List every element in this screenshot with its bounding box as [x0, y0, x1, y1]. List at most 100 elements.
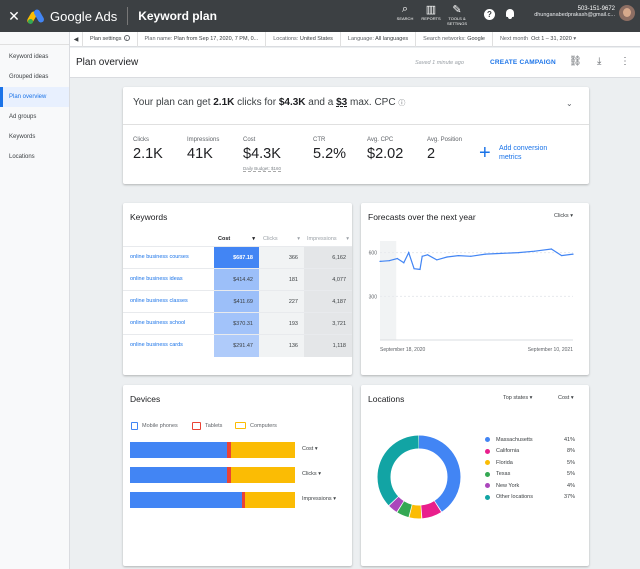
- reports-button[interactable]: ▥ REPORTS: [418, 3, 444, 26]
- column-header-impressions[interactable]: Impressions ▾: [304, 232, 352, 246]
- keyword-link[interactable]: online business ideas: [130, 276, 183, 282]
- column-header-cost[interactable]: Cost ▾: [214, 232, 259, 246]
- locations-setting[interactable]: Locations: United States: [265, 31, 340, 47]
- sidebar-item-keyword-ideas[interactable]: Keyword ideas: [9, 54, 49, 60]
- max-cpc-value[interactable]: $3: [336, 97, 348, 108]
- x-tick-label-start: September 18, 2020: [380, 347, 426, 353]
- wrench-icon: ✎: [452, 4, 462, 16]
- impressions-cell: 1,118: [304, 335, 352, 357]
- google-ads-logo-icon: [26, 8, 46, 25]
- donut-slice-massachusetts[interactable]: [377, 435, 461, 519]
- chevron-down-icon: ▾: [333, 496, 336, 502]
- location-name: California: [496, 448, 520, 455]
- plan-settings-button[interactable]: Plan settings i: [82, 31, 137, 47]
- account-phone: 503-151-9672: [577, 6, 615, 12]
- info-icon[interactable]: ⓘ: [398, 100, 406, 107]
- donut-slice-other-locations[interactable]: [377, 435, 461, 519]
- forecast-point: [534, 250, 536, 252]
- location-name: Other locations: [496, 494, 533, 501]
- create-campaign-button[interactable]: CREATE CAMPAIGN: [490, 59, 556, 66]
- date-range-setting[interactable]: Next month Oct 1 – 31, 2020 ▾: [491, 31, 583, 47]
- sidebar-item-keywords[interactable]: Keywords: [9, 134, 36, 140]
- forecast-point: [396, 257, 398, 260]
- top-bar: ✕ Google Ads Keyword plan ⌕ SEARCH ▥ REP…: [0, 0, 640, 32]
- tools-settings-button[interactable]: ✎ TOOLS & SETTINGS: [444, 3, 470, 26]
- impressions-cell: 4,077: [304, 269, 352, 291]
- bar-segment-computers: [245, 492, 295, 508]
- cost-cell: $291.47: [214, 335, 259, 357]
- devices-card: Devices Mobile phones Tablets Computers …: [123, 385, 352, 566]
- daily-budget[interactable]: Daily Budget: $160: [243, 166, 282, 172]
- clicks-cell: 193: [259, 313, 304, 335]
- summary-card: Your plan can get 2.1K clicks for $4.3K …: [123, 87, 589, 184]
- sidebar-item-ad-groups[interactable]: Ad groups: [9, 114, 37, 120]
- account-email: dhunganabedprakash@gmail.c...: [534, 12, 615, 18]
- account-info[interactable]: 503-151-9672 dhunganabedprakash@gmail.c.…: [525, 6, 615, 18]
- location-percent: 5%: [567, 471, 575, 478]
- forecast-point: [388, 260, 390, 262]
- table-row[interactable]: online business classes $411.69 227 4,187: [123, 290, 352, 313]
- plus-icon: +: [479, 142, 491, 164]
- device-metric-dropdown[interactable]: Cost ▾: [302, 446, 318, 452]
- product-name: Google Ads: [50, 8, 118, 24]
- search-button[interactable]: ⌕ SEARCH: [392, 3, 418, 26]
- table-row[interactable]: online business cards $291.47 136 1,118: [123, 334, 352, 357]
- add-conversion-metrics-button[interactable]: + Add conversion metrics: [479, 142, 548, 164]
- table-row[interactable]: online business courses $687.18 366 6,162: [123, 246, 352, 269]
- forecast-point: [421, 255, 423, 257]
- bar-segment-tablets: [227, 467, 231, 483]
- location-percent: 8%: [567, 448, 575, 455]
- locations-card: Locations Top states ▾ Cost ▾ Massachuse…: [361, 385, 589, 566]
- sidebar-item-locations[interactable]: Locations: [9, 154, 35, 160]
- more-options-icon[interactable]: ⋮: [620, 56, 630, 67]
- keyword-link[interactable]: online business classes: [130, 298, 188, 304]
- networks-setting[interactable]: Search networks: Google: [415, 31, 492, 47]
- table-row[interactable]: online business ideas $414.42 181 4,077: [123, 268, 352, 291]
- location-name: Massachusetts: [496, 436, 533, 443]
- impressions-cell: 4,187: [304, 291, 352, 313]
- forecast-point: [413, 268, 415, 270]
- expand-chevron-icon[interactable]: ⌄: [566, 99, 573, 108]
- plan-settings-bar: ◀ Plan settings i Plan name: Plan from Se…: [70, 31, 640, 47]
- keyword-link[interactable]: online business school: [130, 320, 186, 326]
- device-bar-clicks[interactable]: [130, 467, 295, 483]
- legend-item: California 8%: [485, 446, 575, 458]
- sidebar-item-plan-overview[interactable]: Plan overview: [0, 87, 69, 107]
- avatar[interactable]: [619, 5, 635, 21]
- close-icon[interactable]: ✕: [8, 7, 20, 24]
- donut-slice-florida[interactable]: [377, 435, 461, 519]
- clicks-cell: 181: [259, 269, 304, 291]
- location-percent: 4%: [567, 482, 575, 489]
- plan-name-setting[interactable]: Plan name: Plan from Sep 17, 2020, 7 PM,…: [136, 31, 266, 47]
- chevron-down-icon: ▾: [573, 35, 577, 42]
- bar-segment-tablets: [227, 442, 231, 458]
- link-icon[interactable]: ⛓: [569, 56, 582, 67]
- forecast-series-line[interactable]: [379, 248, 574, 271]
- legend-computers: Computers: [235, 422, 277, 429]
- column-header-clicks[interactable]: Clicks ▾: [259, 232, 304, 246]
- chevron-down-icon: ▾: [318, 471, 321, 477]
- forecast-point: [457, 254, 459, 257]
- forecast-point: [550, 248, 552, 250]
- top-tools: ⌕ SEARCH ▥ REPORTS ✎ TOOLS & SETTINGS: [392, 3, 470, 26]
- device-bar-cost[interactable]: [130, 442, 295, 458]
- help-icon[interactable]: ?: [484, 9, 495, 20]
- location-metric-dropdown[interactable]: Cost ▾: [558, 395, 574, 401]
- device-bar-impressions[interactable]: [130, 492, 295, 508]
- sidebar-item-grouped-ideas[interactable]: Grouped ideas: [9, 74, 49, 80]
- keyword-link[interactable]: online business courses: [130, 254, 189, 260]
- device-metric-dropdown[interactable]: Impressions ▾: [302, 496, 336, 502]
- table-row[interactable]: online business school $370.31 193 3,721: [123, 312, 352, 335]
- collapse-sidebar-icon[interactable]: ◀: [73, 36, 79, 43]
- download-icon[interactable]: ⤓: [597, 56, 602, 67]
- forecast-metric-dropdown[interactable]: Clicks ▾: [554, 213, 573, 219]
- forecast-card: Forecasts over the next year Clicks ▾ 60…: [361, 203, 589, 375]
- keyword-link[interactable]: online business cards: [130, 342, 183, 348]
- keywords-title: Keywords: [130, 212, 168, 222]
- x-tick-label-end: September 10, 2021: [528, 347, 574, 353]
- language-setting[interactable]: Language: All languages: [339, 31, 415, 47]
- y-tick-label: 300: [369, 294, 378, 300]
- top-states-dropdown[interactable]: Top states ▾: [503, 395, 533, 401]
- device-metric-dropdown[interactable]: Clicks ▾: [302, 471, 321, 477]
- notifications-bell-icon[interactable]: [505, 8, 515, 19]
